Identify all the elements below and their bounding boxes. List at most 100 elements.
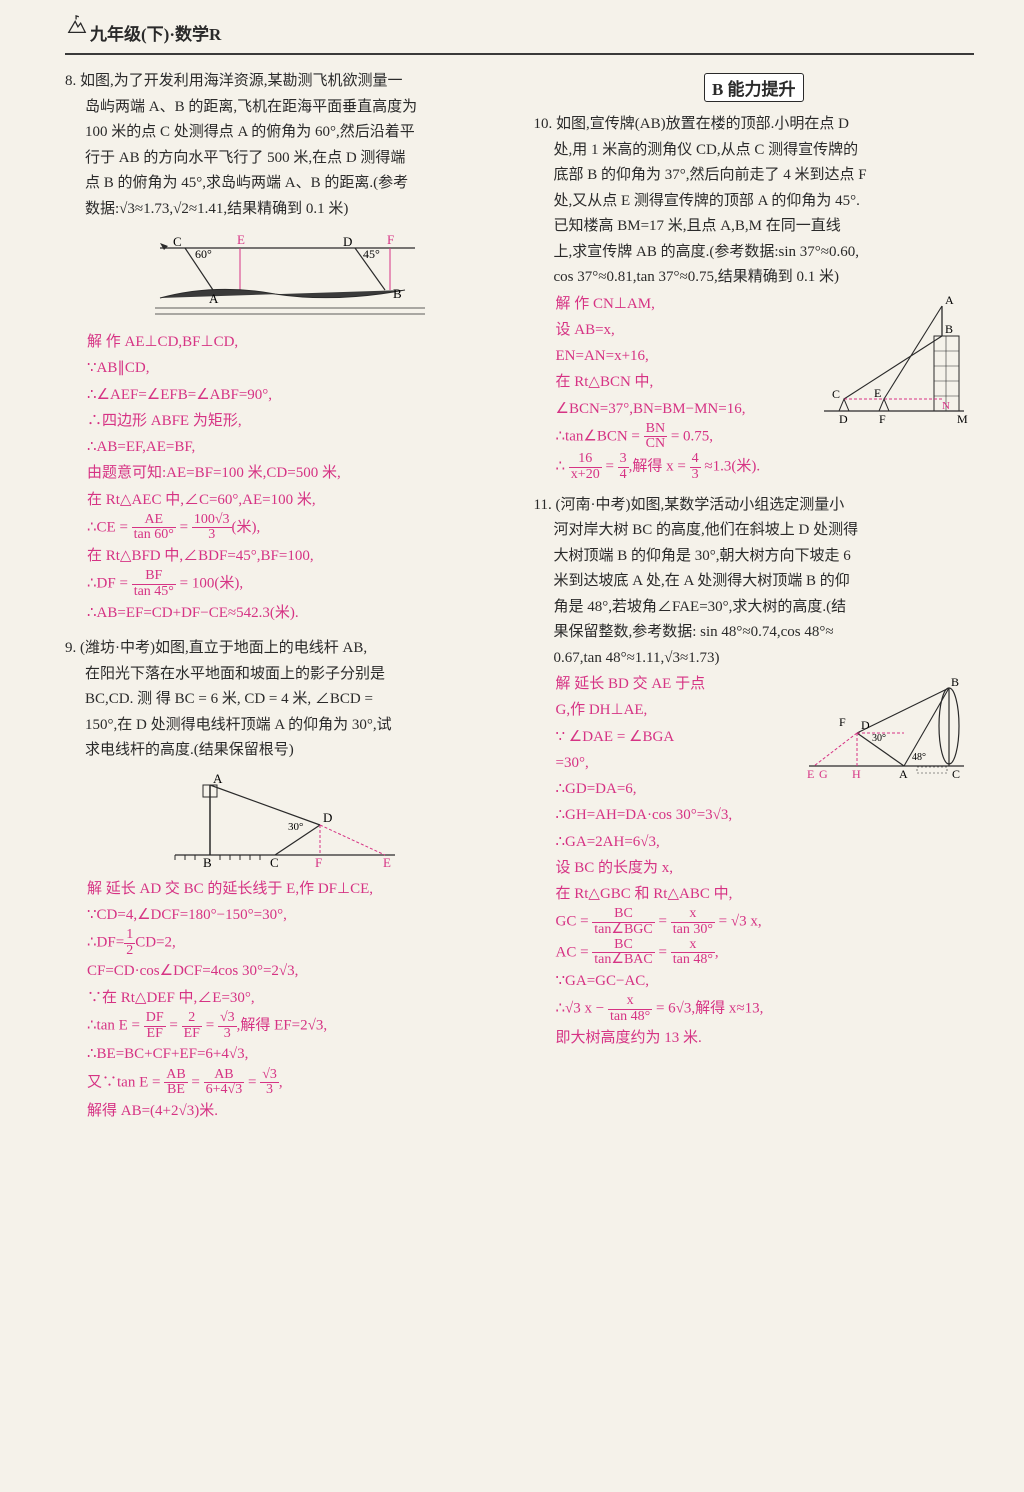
svg-text:E: E (237, 232, 245, 247)
problem-line: 河对岸大树 BC 的高度,他们在斜坡上 D 处测得 (534, 518, 975, 544)
solution-line: ∴BE=BC+CF+EF=6+4√3, (87, 1041, 506, 1067)
solution-line: 解 延长 BD 交 AE 于点 (556, 671, 792, 697)
solution-line: EN=AN=x+16, (556, 343, 807, 369)
solution-line: 即大树高度约为 13 米. (556, 1025, 792, 1051)
svg-text:60°: 60° (195, 247, 212, 261)
solution-line: ∴∠AEF=∠EFB=∠ABF=90°, (87, 382, 506, 408)
diagram-p9: A B C D F E 30° (155, 770, 415, 870)
svg-text:A: A (945, 293, 954, 307)
solution-p9: 解 延长 AD 交 BC 的延长线于 E,作 DF⊥CE, ∵CD=4,∠DCF… (65, 876, 506, 1125)
problem-line: 岛屿两端 A、B 的距离,飞机在距海平面垂直高度为 (65, 95, 506, 121)
svg-text:C: C (173, 234, 182, 249)
diagram-p8: C 60° E D 45° F A B (125, 228, 445, 323)
solution-line: 在 Rt△BFD 中,∠BDF=45°,BF=100, (87, 543, 506, 569)
solution-line: ∴DF=12CD=2, (87, 928, 506, 958)
solution-line: CF=CD·cos∠DCF=4cos 30°=2√3, (87, 958, 506, 984)
problem-9: 9. (潍坊·中考)如图,直立于地面上的电线杆 AB, 在阳光下落在水平地面和坡… (65, 636, 506, 1124)
svg-text:B: B (203, 855, 212, 870)
svg-text:E: E (874, 386, 881, 400)
svg-text:G: G (819, 767, 828, 781)
svg-text:B: B (951, 675, 959, 689)
problem-number: 8. (65, 73, 76, 89)
solution-line: ∴CE = AEtan 60° = 100√33(米), (87, 513, 506, 543)
problem-line: 如图,为了开发利用海洋资源,某勘测飞机欲测量一 (80, 73, 403, 89)
problem-line: cos 37°≈0.81,tan 37°≈0.75,结果精确到 0.1 米) (534, 265, 975, 291)
svg-text:F: F (839, 715, 846, 729)
svg-text:45°: 45° (363, 247, 380, 261)
solution-p8: 解 作 AE⊥CD,BF⊥CD, ∵AB∥CD, ∴∠AEF=∠EFB=∠ABF… (65, 329, 506, 626)
solution-line: ∴AB=EF,AE=BF, (87, 434, 506, 460)
problem-line: 求电线杆的高度.(结果保留根号) (65, 738, 506, 764)
problem-line: 处,又从点 E 测得宣传牌的顶部 A 的仰角为 45°. (534, 189, 975, 215)
solution-line: ∵AB∥CD, (87, 355, 506, 381)
svg-text:B: B (393, 286, 402, 301)
problem-number: 10. (534, 116, 553, 132)
solution-line: G,作 DH⊥AE, (556, 697, 792, 723)
problem-line: 在阳光下落在水平地面和坡面上的影子分别是 (65, 662, 506, 688)
section-header: B 能力提升 (534, 73, 975, 102)
solution-p10: 解 作 CN⊥AM, 设 AB=x, EN=AN=x+16, 在 Rt△BCN … (534, 291, 807, 483)
problem-line: 已知楼高 BM=17 米,且点 A,B,M 在同一直线 (534, 214, 975, 240)
solution-line: =30°, (556, 750, 792, 776)
problem-line: 0.67,tan 48°≈1.11,√3≈1.73) (534, 646, 975, 672)
problem-8: 8. 如图,为了开发利用海洋资源,某勘测飞机欲测量一 岛屿两端 A、B 的距离,… (65, 69, 506, 626)
svg-text:30°: 30° (288, 821, 303, 833)
section-title-text: 能力提升 (728, 80, 796, 99)
page-header: 九年级(下)·数学R (65, 20, 974, 45)
svg-text:B: B (945, 322, 953, 336)
problem-line: 100 米的点 C 处测得点 A 的俯角为 60°,然后沿着平 (65, 120, 506, 146)
solution-line: 解得 AB=(4+2√3)米. (87, 1098, 506, 1124)
svg-text:E: E (807, 767, 814, 781)
problem-line: 大树顶端 B 的仰角是 30°,朝大树方向下坡走 6 (534, 544, 975, 570)
svg-text:F: F (315, 855, 322, 870)
problem-line: (河南·中考)如图,某数学活动小组选定测量小 (555, 497, 844, 513)
svg-text:M: M (957, 412, 968, 426)
solution-line: ∴GD=DA=6, (556, 776, 792, 802)
solution-line: GC = BCtan∠BGC = xtan 30° = √3 x, (556, 907, 792, 937)
svg-text:A: A (213, 771, 223, 786)
svg-text:D: D (861, 718, 870, 732)
svg-text:E: E (383, 855, 391, 870)
solution-line: 解 作 CN⊥AM, (556, 291, 807, 317)
svg-text:N: N (942, 400, 950, 412)
svg-text:H: H (852, 767, 861, 781)
solution-line: 由题意可知:AE=BF=100 米,CD=500 米, (87, 460, 506, 486)
solution-line: ∴DF = BFtan 45° = 100(米), (87, 569, 506, 599)
solution-line: 解 延长 AD 交 BC 的延长线于 E,作 DF⊥CE, (87, 876, 506, 902)
problem-line: 底部 B 的仰角为 37°,然后向前走了 4 米到达点 F (534, 163, 975, 189)
problem-line: 点 B 的俯角为 45°,求岛屿两端 A、B 的距离.(参考 (65, 171, 506, 197)
solution-line: ∴√3 x − xtan 48° = 6√3,解得 x≈13, (556, 994, 792, 1024)
solution-line: ∵GA=GC−AC, (556, 968, 792, 994)
svg-text:D: D (839, 412, 848, 426)
solution-line: AC = BCtan∠BAC = xtan 48°, (556, 938, 792, 968)
solution-line: ∴GA=2AH=6√3, (556, 829, 792, 855)
problem-number: 11. (534, 497, 552, 513)
svg-text:A: A (209, 291, 219, 306)
solution-line: ∴tan E = DFEF = 2EF = √33,解得 EF=2√3, (87, 1011, 506, 1041)
svg-text:D: D (323, 810, 332, 825)
svg-text:C: C (952, 767, 960, 781)
svg-text:30°: 30° (872, 733, 886, 744)
solution-line: 设 BC 的长度为 x, (556, 855, 792, 881)
svg-text:48°: 48° (912, 752, 926, 763)
diagram-p10: A B C D E F M N (814, 291, 974, 431)
solution-p11: 解 延长 BD 交 AE 于点 G,作 DH⊥AE, ∵ ∠DAE = ∠BGA… (534, 671, 792, 1051)
solution-line: 设 AB=x, (556, 317, 807, 343)
problem-line: 果保留整数,参考数据: sin 48°≈0.74,cos 48°≈ (534, 620, 975, 646)
solution-line: 又∵tan E = ABBE = AB6+4√3 = √33, (87, 1068, 506, 1098)
svg-text:F: F (387, 232, 394, 247)
svg-text:C: C (270, 855, 279, 870)
svg-text:A: A (899, 767, 908, 781)
right-column: B 能力提升 10. 如图,宣传牌(AB)放置在楼的顶部.小明在点 D 处,用 … (534, 69, 975, 1134)
logo-icon (66, 14, 88, 36)
problem-number: 9. (65, 640, 76, 656)
left-column: 8. 如图,为了开发利用海洋资源,某勘测飞机欲测量一 岛屿两端 A、B 的距离,… (65, 69, 506, 1134)
solution-line: ∴GH=AH=DA·cos 30°=3√3, (556, 802, 792, 828)
solution-line: 解 作 AE⊥CD,BF⊥CD, (87, 329, 506, 355)
problem-11: 11. (河南·中考)如图,某数学活动小组选定测量小 河对岸大树 BC 的高度,… (534, 493, 975, 1051)
problem-line: 处,用 1 米高的测角仪 CD,从点 C 测得宣传牌的 (534, 138, 975, 164)
solution-line: ∴ 16x+20 = 34,解得 x = 43 ≈1.3(米). (556, 452, 807, 482)
svg-text:D: D (343, 234, 352, 249)
section-prefix: B (712, 80, 723, 99)
problem-line: 如图,宣传牌(AB)放置在楼的顶部.小明在点 D (556, 116, 849, 132)
